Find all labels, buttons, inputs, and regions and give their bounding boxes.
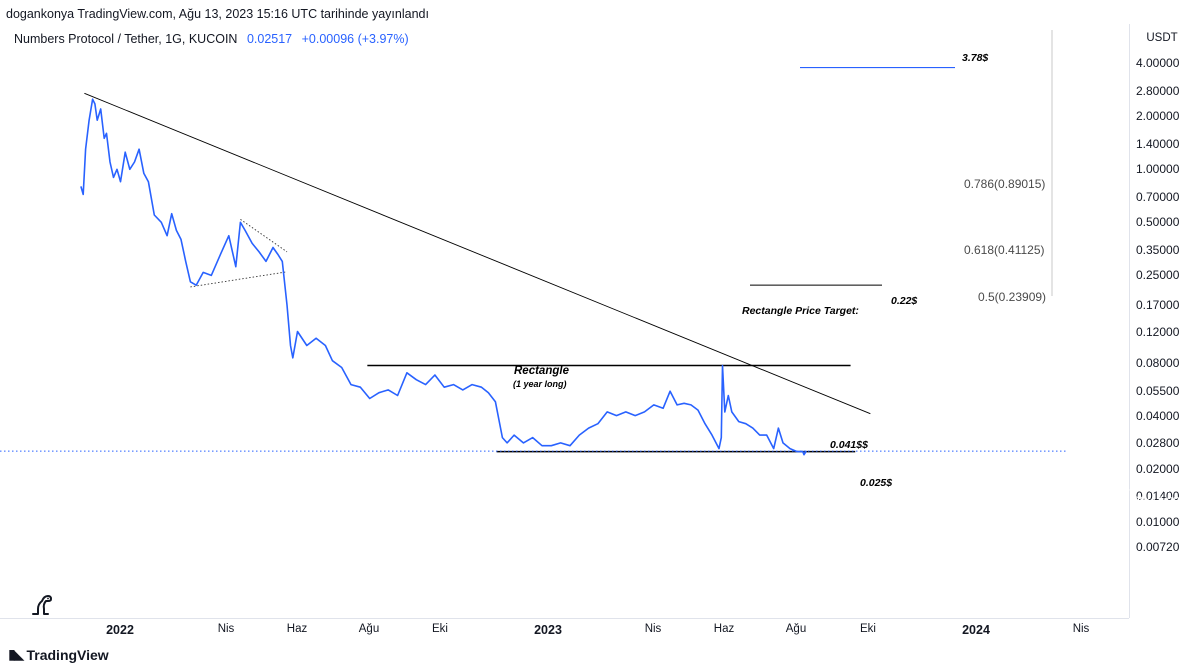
time-axis[interactable]: [0, 618, 1129, 645]
dinosaur-icon: [32, 595, 52, 615]
time-tick-label: Nis: [1072, 623, 1090, 635]
published-caption: dogankonya TradingView.com, Ağu 13, 2023…: [6, 7, 429, 21]
time-tick-label: 2024: [962, 623, 990, 637]
price-tick-label: 0.17000: [1136, 297, 1180, 312]
time-tick-label: Ağu: [358, 623, 380, 635]
target-378-label: 3.78$: [962, 52, 989, 64]
price-tick-label: 0.04000: [1136, 408, 1180, 423]
rectangle-label: Rectangle: [514, 365, 569, 377]
tradingview-logo-text: TradingView: [26, 646, 109, 663]
fib-05-label: 0.5(0.23909): [978, 290, 1047, 304]
level-0041-label: 0.041$$: [830, 439, 868, 451]
price-tick-label: 0.12000: [1136, 324, 1180, 339]
fib-0618-label: 0.618(0.41125): [964, 243, 1045, 257]
tradingview-logo[interactable]: ▮◣ TradingView: [8, 646, 109, 663]
tradingview-logo-icon: ▮◣: [8, 646, 25, 662]
symbol-price: 0.02517: [246, 32, 293, 46]
fib-0786-label: 0.786(0.89015): [964, 177, 1046, 191]
price-series-line: [80, 98, 807, 456]
price-tick-label: 0.01400: [1136, 488, 1180, 503]
triangle-lower-line: [190, 271, 288, 288]
symbol-title: Numbers Protocol / Tether, 1G, KUCOIN: [14, 32, 238, 46]
price-tick-label: 0.00720: [1136, 539, 1180, 554]
time-tick-label: Ağu: [785, 623, 807, 635]
time-tick-label: Haz: [713, 623, 735, 635]
triangle-upper-line: [240, 218, 288, 253]
time-tick-label: Nis: [644, 623, 662, 635]
price-tick-label: 0.08000: [1136, 355, 1180, 370]
price-tick-label: 2.80000: [1136, 83, 1180, 98]
price-tick-label: 0.70000: [1136, 189, 1180, 204]
price-tag-value: 0.02517: [1133, 481, 1177, 495]
price-tick-label: 0.50000: [1136, 215, 1180, 230]
price-axis[interactable]: [1129, 24, 1200, 618]
price-tick-label: 0.05500: [1136, 384, 1180, 399]
symbol-legend[interactable]: Numbers Protocol / Tether, 1G, KUCOIN 0.…: [14, 32, 409, 46]
price-tick-label: 1.40000: [1136, 136, 1180, 151]
price-tag-countdown: 08:43:08: [1133, 494, 1180, 508]
time-tick-label: Nis: [217, 623, 235, 635]
time-tick-label: Haz: [286, 623, 308, 635]
symbol-change: +0.00096 (+3.97%): [301, 32, 409, 46]
time-tick-label: Eki: [860, 623, 876, 635]
time-tick-label: 2023: [534, 623, 562, 637]
level-0025-label: 0.025$: [860, 477, 893, 489]
price-tick-label: 1.00000: [1136, 162, 1180, 177]
price-tick-label: 0.25000: [1136, 268, 1180, 283]
price-tick-label: 2.00000: [1136, 109, 1180, 124]
time-tick-label: Eki: [432, 623, 448, 635]
price-tick-label: 0.35000: [1136, 242, 1180, 257]
currency-button[interactable]: USDT: [1130, 27, 1194, 49]
rect-target-label: Rectangle Price Target:: [742, 305, 859, 317]
time-tick-label: 2022: [106, 623, 134, 637]
price-tick-label: 4.00000: [1136, 56, 1180, 71]
target-022-label: 0.22$: [891, 295, 918, 307]
price-tick-label: 0.02000: [1136, 461, 1180, 476]
price-tick-label: 0.01000: [1136, 514, 1180, 529]
rectangle-sub-label: (1 year long): [513, 379, 567, 389]
price-tick-label: 0.02800: [1136, 435, 1180, 450]
descending-trendline: [84, 92, 871, 415]
price-tag-symbol: NUMUSDT: [1070, 487, 1130, 501]
